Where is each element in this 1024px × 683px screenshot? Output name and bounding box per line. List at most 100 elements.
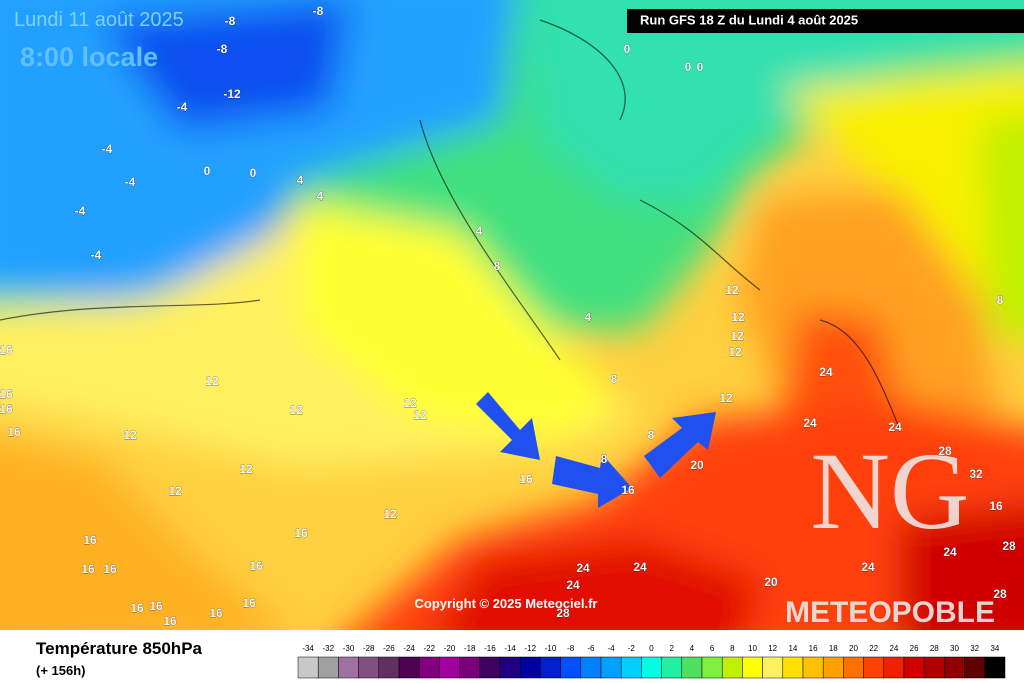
contour-label: 8 bbox=[997, 293, 1004, 307]
contour-label: 24 bbox=[633, 560, 647, 574]
colorbar-swatch bbox=[802, 656, 824, 679]
contour-label: 0 bbox=[685, 60, 692, 74]
contour-label: 16 bbox=[163, 614, 177, 628]
contour-label: 24 bbox=[576, 561, 590, 575]
contour-label: -12 bbox=[223, 87, 241, 101]
colorbar-label: -14 bbox=[504, 644, 516, 653]
contour-label: 12 bbox=[168, 484, 182, 498]
contour-label: 16 bbox=[519, 472, 533, 486]
contour-label: -4 bbox=[75, 204, 86, 218]
contour-label: 24 bbox=[861, 560, 875, 574]
run-label: Run GFS 18 Z du Lundi 4 août 2025 bbox=[640, 12, 858, 27]
colorbar-swatch bbox=[863, 656, 885, 679]
contour-label: 12 bbox=[728, 345, 742, 359]
contour-label: 12 bbox=[205, 374, 219, 388]
colorbar-label: 12 bbox=[768, 644, 777, 653]
contour-label: 4 bbox=[476, 224, 483, 238]
contour-label: 12 bbox=[239, 462, 253, 476]
colorbar-label: 26 bbox=[910, 644, 919, 653]
colorbar-swatch bbox=[580, 656, 602, 679]
contour-label: 16 bbox=[0, 387, 13, 401]
legend-lead: (+ 156h) bbox=[36, 663, 86, 678]
contour-label: 8 bbox=[494, 259, 501, 273]
colorbar-label: 32 bbox=[970, 644, 979, 653]
colorbar-label: 24 bbox=[889, 644, 898, 653]
contour-label: -8 bbox=[225, 14, 236, 28]
colorbar-swatch bbox=[439, 656, 460, 679]
colorbar-label: 18 bbox=[829, 644, 838, 653]
contour-label: -4 bbox=[177, 100, 188, 114]
copyright: Copyright © 2025 Meteociel.fr bbox=[415, 596, 598, 611]
contour-label: 16 bbox=[81, 562, 95, 576]
colorbar-label: -24 bbox=[403, 644, 415, 653]
map-field: Run GFS 18 Z du Lundi 4 août 2025 Lundi … bbox=[0, 0, 1024, 630]
contour-label: 28 bbox=[1002, 539, 1016, 553]
colorbar-swatch bbox=[641, 656, 662, 679]
colorbar-swatch bbox=[701, 656, 723, 679]
contour-label: -4 bbox=[102, 142, 113, 156]
contour-label: 16 bbox=[621, 483, 635, 497]
colorbar-swatch bbox=[459, 656, 481, 679]
colorbar-swatch bbox=[398, 656, 420, 679]
colorbar-swatch bbox=[661, 656, 683, 679]
watermark-text: METEOPOBLE bbox=[785, 596, 995, 629]
colorbar-swatch bbox=[944, 656, 965, 679]
colorbar-label: -2 bbox=[628, 644, 636, 653]
contour-label: 16 bbox=[242, 596, 256, 610]
contour-label: 24 bbox=[888, 420, 902, 434]
contour-label: 12 bbox=[289, 403, 303, 417]
contour-label: 16 bbox=[989, 499, 1003, 513]
watermark-logo: NG bbox=[811, 430, 970, 552]
colorbar-swatch bbox=[762, 656, 784, 679]
colorbar-label: 34 bbox=[990, 644, 999, 653]
colorbar-label: 2 bbox=[669, 644, 674, 653]
colorbar-swatch bbox=[923, 656, 945, 679]
colorbar-swatch bbox=[540, 656, 561, 679]
contour-label: -8 bbox=[217, 42, 228, 56]
colorbar-swatch bbox=[681, 656, 703, 679]
contour-label: 12 bbox=[383, 507, 397, 521]
contour-label: 16 bbox=[249, 559, 263, 573]
colorbar-label: -28 bbox=[363, 644, 375, 653]
colorbar-label: 6 bbox=[710, 644, 715, 653]
contour-label: 12 bbox=[731, 310, 745, 324]
contour-label: -4 bbox=[125, 175, 136, 189]
colorbar: -34 -32 -30 -28 -26 -24 -22 -20 -18 -16 -14 -12 -10-… bbox=[297, 644, 1006, 679]
contour-label: 8 bbox=[611, 372, 618, 386]
colorbar-label: -26 bbox=[383, 644, 395, 653]
colorbar-label: 28 bbox=[930, 644, 939, 653]
colorbar-swatch bbox=[358, 656, 380, 679]
contour-label: 0 bbox=[204, 164, 211, 178]
colorbar-swatch bbox=[479, 656, 501, 679]
colorbar-swatch bbox=[600, 656, 622, 679]
colorbar-label: -18 bbox=[464, 644, 476, 653]
colorbar-swatch bbox=[964, 656, 986, 679]
colorbar-label: -16 bbox=[484, 644, 496, 653]
contour-label: 24 bbox=[819, 365, 833, 379]
contour-label: 0 bbox=[697, 60, 704, 74]
contour-label: -4 bbox=[91, 248, 102, 262]
colorbar-label: -22 bbox=[424, 644, 436, 653]
contour-label: 4 bbox=[297, 173, 304, 187]
contour-label: 20 bbox=[764, 575, 778, 589]
contour-label: 32 bbox=[969, 467, 983, 481]
colorbar-label: -10 bbox=[545, 644, 557, 653]
contour-label: 16 bbox=[130, 601, 144, 615]
colorbar-swatch bbox=[782, 656, 804, 679]
colorbar-label: -12 bbox=[525, 644, 537, 653]
contour-label: 28 bbox=[556, 606, 570, 620]
contour-label: 0 bbox=[624, 42, 631, 56]
colorbar-swatch bbox=[903, 656, 925, 679]
colorbar-label: 10 bbox=[748, 644, 757, 653]
contour-label: 12 bbox=[725, 283, 739, 297]
colorbar-swatch bbox=[843, 656, 864, 679]
contour-label: 12 bbox=[730, 329, 744, 343]
colorbar-swatch bbox=[883, 656, 905, 679]
colorbar-swatch bbox=[499, 656, 521, 679]
colorbar-label: -34 bbox=[302, 644, 314, 653]
contour-label: 16 bbox=[83, 533, 97, 547]
colorbar-swatch bbox=[620, 656, 642, 679]
colorbar-label: 16 bbox=[809, 644, 818, 653]
contour-label: 28 bbox=[938, 444, 952, 458]
colorbar-swatch bbox=[378, 656, 400, 679]
